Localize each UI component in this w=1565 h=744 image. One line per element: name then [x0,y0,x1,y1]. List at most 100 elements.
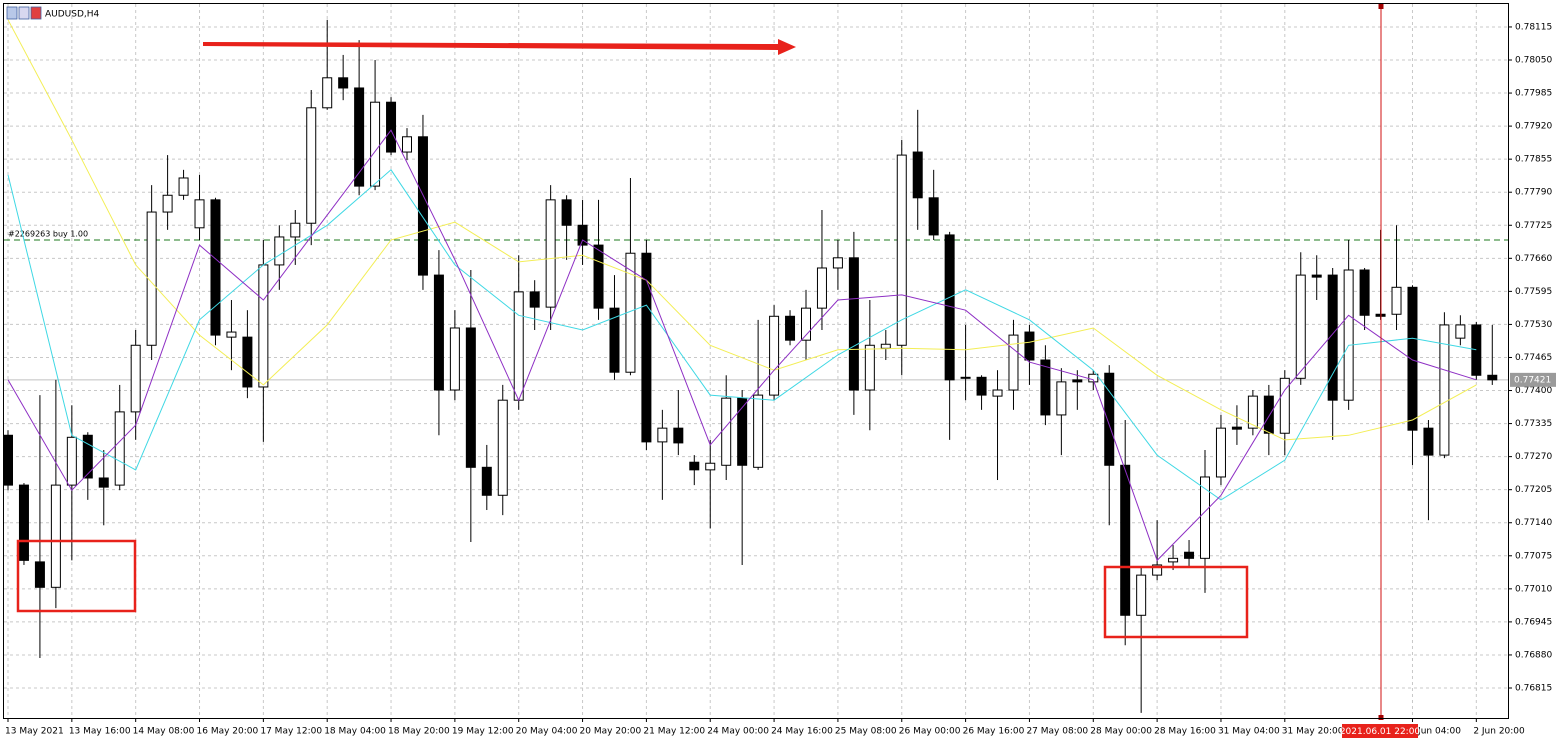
candle-body [545,199,556,308]
crosshair-marker [1378,715,1384,720]
candle-body [242,336,253,388]
candle-body [50,484,61,588]
y-tick-label: 0.77465 [1515,353,1552,363]
x-tick-label: 31 May 04:00 [1218,727,1280,737]
candle-body [816,267,827,309]
candle-body [1136,574,1147,616]
indicator-line [7,169,1477,501]
x-tick-label: 14 May 08:00 [133,727,195,737]
candle-body [513,291,524,401]
candle-body [1008,334,1019,391]
candle-body [402,136,412,153]
y-tick-label: 0.78115 [1515,22,1552,32]
candle-body [801,307,811,341]
candle-body [673,427,684,444]
title-icon [18,6,30,20]
y-tick-label: 0.78050 [1515,56,1552,66]
x-tick-label: 21 May 12:00 [643,727,705,737]
candle-body [290,222,301,238]
candle-body [864,344,875,391]
candle-body [370,101,381,187]
x-tick-label: 28 May 16:00 [1154,727,1216,737]
candle-body [130,344,141,413]
trend-arrow [203,39,796,55]
candle-body [497,399,508,496]
candle-body [880,343,891,349]
x-tick-label: 18 May 04:00 [324,727,386,737]
candle-body [689,461,700,471]
candle-body [721,397,732,466]
crosshair-marker [1378,4,1384,9]
candle-body [657,427,668,443]
candle-body [848,257,859,391]
y-tick-label: 0.77920 [1515,122,1552,132]
last-price-box [1510,372,1556,387]
candle-body [306,107,317,224]
candle-body [194,199,205,229]
candle-body [1072,379,1083,383]
candle-body [976,376,987,396]
y-tick-label: 0.77010 [1515,584,1552,594]
candle-body [1407,286,1418,431]
candle-body [1247,395,1258,429]
title-icon [6,6,18,20]
candle-body [449,327,460,391]
candle-body [98,477,109,488]
y-tick-label: 0.77400 [1515,386,1552,396]
candle-body [481,466,492,496]
crosshair-label: 2021.06.01 22:00 [1340,727,1421,737]
y-tick-label: 0.77725 [1515,221,1552,231]
candle-body [641,252,652,443]
candle-body [114,411,125,486]
candle-body [1343,269,1354,401]
y-tick-label: 0.77335 [1515,419,1552,429]
y-tick-label: 0.77075 [1515,551,1552,561]
x-tick-label: 13 May 2021 [5,727,64,737]
candle-body [1215,427,1226,478]
indicator-line [7,19,1477,441]
candle-body [1423,427,1434,456]
candle-body [82,434,93,479]
candle-body [34,561,45,588]
candle-body [1455,324,1466,339]
candle-body [417,136,428,276]
candle-body [274,236,285,266]
x-tick-label: 13 May 16:00 [69,727,131,737]
candle-body [210,199,221,336]
candle-body [912,151,923,199]
candle-body [1040,359,1051,416]
candle-body [162,194,173,213]
candle-body [354,87,365,187]
candle-body [465,327,476,468]
candle-body [753,394,764,468]
y-tick-label: 0.77660 [1515,254,1552,264]
candle-body [1391,286,1402,315]
line-layer [7,19,1477,562]
order-label: #2269263 buy 1.00 [8,230,88,239]
last-price-label: 0.77421 [1514,375,1551,385]
candle-body [1439,324,1450,456]
candle-body [561,199,572,226]
x-tick-label: 20 May 20:00 [580,727,642,737]
candle-body [66,436,77,486]
candle-body [1359,269,1370,316]
x-tick-label: 17 May 12:00 [260,727,322,737]
candle-body [1104,372,1115,466]
y-tick-label: 0.77985 [1515,89,1552,99]
candle-body [258,264,269,388]
chart-title: AUDUSD,H4 [45,10,100,20]
x-tick-label: 2 Jun 20:00 [1473,727,1525,737]
candle-body [1279,377,1290,434]
candle-body [1295,274,1306,379]
candle-body [1471,324,1482,376]
indicator-line [7,129,1477,562]
plot-frame [3,3,1509,719]
highlight-box [1103,565,1249,639]
x-tick-label: 25 May 08:00 [835,727,897,737]
candle-body [1168,557,1179,563]
x-tick-label: 31 May 20:00 [1282,727,1344,737]
candle-body [1024,331,1035,361]
y-tick-label: 0.77530 [1515,320,1552,330]
y-tick-label: 0.77270 [1515,452,1552,462]
x-tick-label: 18 May 20:00 [388,727,450,737]
